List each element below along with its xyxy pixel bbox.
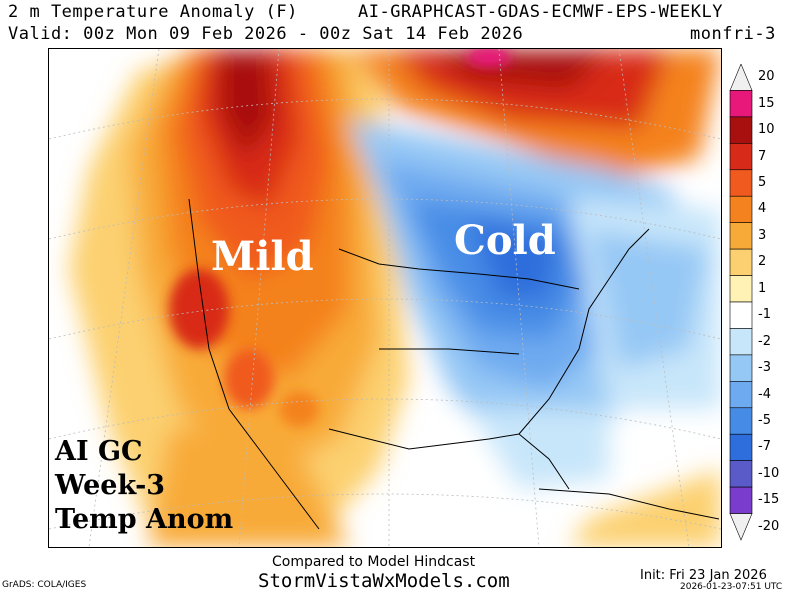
anomaly-map: Mild Cold AI GC Week-3 Temp Anom: [48, 48, 722, 548]
colorbar-swatch-20: [729, 64, 753, 91]
colorbar-swatch-3: [729, 222, 753, 250]
week-label: Week-3: [55, 470, 166, 501]
model-name: AI-GRAPHCAST-GDAS-ECMWF-EPS-WEEKLY: [358, 2, 723, 22]
colorbar-swatch-4: [729, 195, 753, 223]
hindcast-note: Compared to Model Hindcast: [272, 554, 476, 570]
colorbar-label--15: -15: [758, 492, 780, 508]
colorbar-label-7: 7: [758, 148, 767, 164]
cold-label: Cold: [454, 217, 556, 264]
colorbar-label-5: 5: [758, 175, 767, 190]
colorbar-label--7: -7: [758, 439, 771, 455]
colorbar-swatch-5: [729, 169, 753, 197]
colorbar-label-10: 10: [758, 122, 775, 138]
colorbar-swatch--20: [729, 513, 753, 541]
temp-anom-label: Temp Anom: [55, 504, 234, 535]
map-canvas: [49, 49, 721, 547]
colorbar-label-2: 2: [758, 254, 767, 270]
colorbar-label--3: -3: [758, 360, 771, 376]
colorbar-swatch-1: [729, 275, 753, 303]
timestamp: 2026-01-23-07:51 UTC: [680, 582, 783, 592]
colorbar-swatch--2: [729, 328, 753, 356]
colorbar-label-4: 4: [758, 201, 767, 217]
colorbar: [729, 64, 753, 541]
map-title: 2 m Temperature Anomaly (F): [8, 2, 298, 22]
colorbar-label--5: -5: [758, 413, 771, 428]
colorbar-swatch--4: [729, 381, 753, 409]
mild-label: Mild: [211, 233, 314, 280]
colorbar-label--10: -10: [758, 465, 780, 481]
colorbar-swatch-2: [729, 248, 753, 276]
colorbar-label--2: -2: [758, 333, 771, 349]
colorbar-swatch--1: [729, 301, 753, 329]
colorbar-label--1: -1: [758, 307, 771, 323]
colorbar-swatch-15: [729, 90, 753, 118]
colorbar-swatch--7: [729, 433, 753, 461]
colorbar-swatch--5: [729, 407, 753, 435]
colorbar-swatch--15: [729, 486, 753, 514]
colorbar-swatch-7: [729, 143, 753, 171]
grads-credit: GrADS: COLA/IGES: [2, 580, 87, 590]
valid-period: Valid: 00z Mon 09 Feb 2026 - 00z Sat 14 …: [8, 24, 524, 44]
init-time: Init: Fri 23 Jan 2026: [640, 568, 767, 583]
colorbar-swatch--3: [729, 354, 753, 382]
run-name: monfri-3: [690, 24, 776, 44]
colorbar-swatch--10: [729, 460, 753, 488]
colorbar-label-20: 20: [758, 69, 775, 85]
colorbar-label-15: 15: [758, 95, 775, 111]
colorbar-label--20: -20: [758, 518, 780, 534]
site-name: StormVistaWxModels.com: [258, 570, 510, 592]
model-label: AI GC: [55, 436, 143, 467]
colorbar-label-1: 1: [758, 280, 767, 296]
colorbar-label--4: -4: [758, 386, 771, 402]
colorbar-swatch-10: [729, 116, 753, 144]
colorbar-label-3: 3: [758, 227, 767, 243]
